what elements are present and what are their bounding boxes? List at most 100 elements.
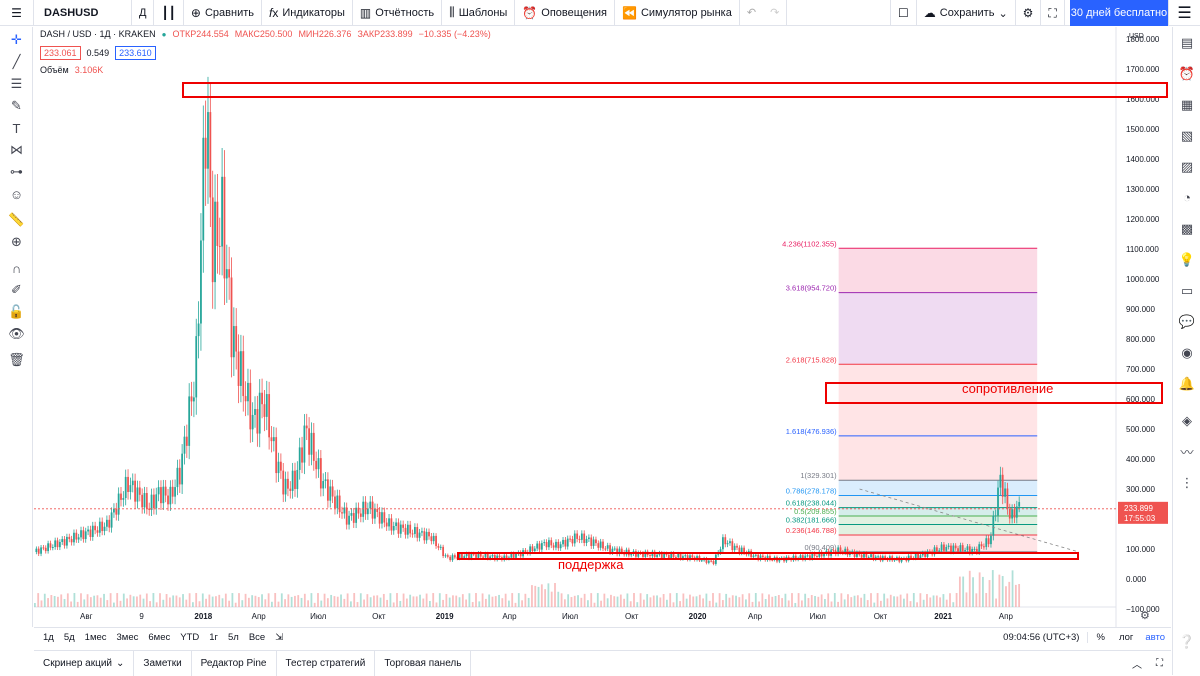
dom-button[interactable]: ⋮ xyxy=(1173,467,1200,498)
data-window-button[interactable]: ▦ xyxy=(1173,89,1200,120)
panel-tab-trading[interactable]: Торговая панель xyxy=(375,650,472,676)
price-chart[interactable]: 1800.000 1700.000 1600.000 1500.000 1400.000… xyxy=(34,27,1171,627)
text-tool[interactable]: T xyxy=(0,117,33,139)
interval-button[interactable]: Д xyxy=(132,0,155,26)
volume-bar xyxy=(366,594,369,607)
candle-body xyxy=(47,543,50,552)
undo-button[interactable]: ↶ xyxy=(740,0,763,26)
alerts-button[interactable]: ⏰ Оповещения xyxy=(515,0,615,26)
chart-type-button[interactable]: ┃┃ xyxy=(154,0,184,26)
candle-body xyxy=(943,544,945,551)
tf-1m[interactable]: 1мес xyxy=(84,632,107,643)
percent-toggle[interactable]: % xyxy=(1087,632,1112,643)
candle-body xyxy=(524,550,527,553)
redo-button[interactable]: ↷ xyxy=(763,0,788,26)
brush-tool[interactable]: ✎ xyxy=(0,95,33,117)
lock-tool[interactable]: 🔓 xyxy=(0,301,33,323)
candle-body xyxy=(990,535,992,545)
symbol-search[interactable]: DASHUSD xyxy=(34,0,132,26)
replay-button[interactable]: ⏪ Симулятор рынка xyxy=(615,0,740,26)
streams-button[interactable]: ◉ xyxy=(1173,337,1200,368)
panel-tab-tester[interactable]: Тестер стратегий xyxy=(277,650,376,676)
crosshair-tool[interactable]: ✛ xyxy=(0,29,33,51)
stay-drawing-tool[interactable]: ✐ xyxy=(0,279,33,301)
magnet-tool[interactable]: ∩ xyxy=(0,257,33,279)
tf-5y[interactable]: 5л xyxy=(227,632,239,643)
ask-button[interactable]: 233.610 xyxy=(115,46,156,60)
tf-3m[interactable]: 3мес xyxy=(116,632,139,643)
screener-button[interactable]: ◔ xyxy=(1173,182,1200,213)
symbol-title[interactable]: DASH / USD · 1Д · KRAKEN xyxy=(40,29,156,39)
settings-button[interactable]: ⚙ xyxy=(1016,0,1042,26)
tf-5d[interactable]: 5д xyxy=(63,632,75,643)
expand-icon[interactable]: ⛶ xyxy=(1156,657,1163,669)
goto-date-icon[interactable]: ⇲ xyxy=(275,632,284,643)
candle-body xyxy=(682,556,684,559)
promo-button[interactable]: 30 дней бесплатно xyxy=(1070,0,1168,26)
volume-bar xyxy=(363,599,365,607)
bid-button[interactable]: 233.061 xyxy=(40,46,81,60)
prediction-tool[interactable]: ⊶ xyxy=(0,161,33,183)
volume-bar xyxy=(346,593,349,607)
panel-tab-screener[interactable]: Скринер акций ⌄ xyxy=(34,650,135,676)
tf-1d[interactable]: 1д xyxy=(43,632,54,643)
calendar-button[interactable]: ▨ xyxy=(1173,151,1200,182)
candle-body xyxy=(63,539,66,546)
volume-bar xyxy=(860,597,863,607)
volume-bar xyxy=(995,598,997,607)
menu-button[interactable]: ☰ xyxy=(0,0,34,26)
candle-body xyxy=(117,493,120,515)
pattern-tool[interactable]: ⋈ xyxy=(0,139,33,161)
trendline-icon: ╱ xyxy=(12,54,21,69)
fib-level-label: 1.618(476.936) xyxy=(786,427,837,436)
delete-tool[interactable]: 🗑 xyxy=(0,349,33,371)
volume-bar xyxy=(692,596,695,607)
panel-tab-notes[interactable]: Заметки xyxy=(134,650,192,676)
templates-button[interactable]: ⫼ Шаблоны xyxy=(442,0,516,26)
zoom-tool[interactable]: ⊕ xyxy=(0,231,33,253)
indicators-button[interactable]: fx Индикаторы xyxy=(262,0,353,26)
reports-button[interactable]: ▥ Отчётность xyxy=(353,0,443,26)
layout-button[interactable]: ☐ xyxy=(890,0,917,26)
fib-tool[interactable]: ☰ xyxy=(0,73,33,95)
watchlist-toggle[interactable]: ☰ xyxy=(1168,0,1200,26)
fullscreen-button[interactable]: ⛶ xyxy=(1041,0,1065,26)
trendline-tool[interactable]: ╱ xyxy=(0,51,33,73)
trend-button[interactable]: 〰 xyxy=(1173,436,1200,467)
calculator-button[interactable]: ▩ xyxy=(1173,213,1200,244)
tf-6m[interactable]: 6мес xyxy=(148,632,171,643)
candle-body xyxy=(961,545,964,551)
help-button[interactable]: ❔ xyxy=(1173,626,1200,657)
notifications-button[interactable]: 🔔 xyxy=(1173,368,1200,399)
candle-body xyxy=(160,487,162,504)
log-toggle[interactable]: лог xyxy=(1118,632,1134,643)
tf-1y[interactable]: 1г xyxy=(209,632,218,643)
maximize-icon[interactable]: ︿ xyxy=(1132,659,1142,671)
ideas-button[interactable]: 💡 xyxy=(1173,244,1200,275)
tf-ytd[interactable]: YTD xyxy=(180,632,200,643)
x-tick-label: Июл xyxy=(562,612,579,621)
volume-legend: Объём 3.106K xyxy=(40,65,103,75)
news-button[interactable]: ▧ xyxy=(1173,120,1200,151)
tf-all[interactable]: Все xyxy=(248,632,266,643)
messages-button[interactable]: 💬 xyxy=(1173,306,1200,337)
emoji-tool[interactable]: ☺ xyxy=(0,183,33,205)
clock[interactable]: 09:04:56 (UTC+3) xyxy=(1003,632,1080,643)
save-button[interactable]: ☁ Сохранить ⌄ xyxy=(917,0,1016,26)
alerts-panel-button[interactable]: ⏰ xyxy=(1173,58,1200,89)
panel-tab-pine[interactable]: Редактор Pine xyxy=(192,650,277,676)
volume-bar xyxy=(185,599,188,607)
candle-body xyxy=(538,543,541,550)
ruler-tool[interactable]: 📏 xyxy=(0,209,33,231)
hide-tool[interactable]: 👁 xyxy=(0,323,33,345)
auto-toggle[interactable]: авто xyxy=(1145,632,1165,643)
layers-button[interactable]: ◈ xyxy=(1173,405,1200,436)
candle-body xyxy=(660,552,663,558)
watchlist-panel-button[interactable]: ▤ xyxy=(1173,27,1200,58)
compare-button[interactable]: ⊕ Сравнить xyxy=(184,0,262,26)
y-tick-label: 1400.000 xyxy=(1126,155,1160,164)
chat-button[interactable]: ▭ xyxy=(1173,275,1200,306)
candle-body xyxy=(37,548,40,554)
candle-body xyxy=(317,458,320,470)
volume-bar xyxy=(182,594,184,607)
